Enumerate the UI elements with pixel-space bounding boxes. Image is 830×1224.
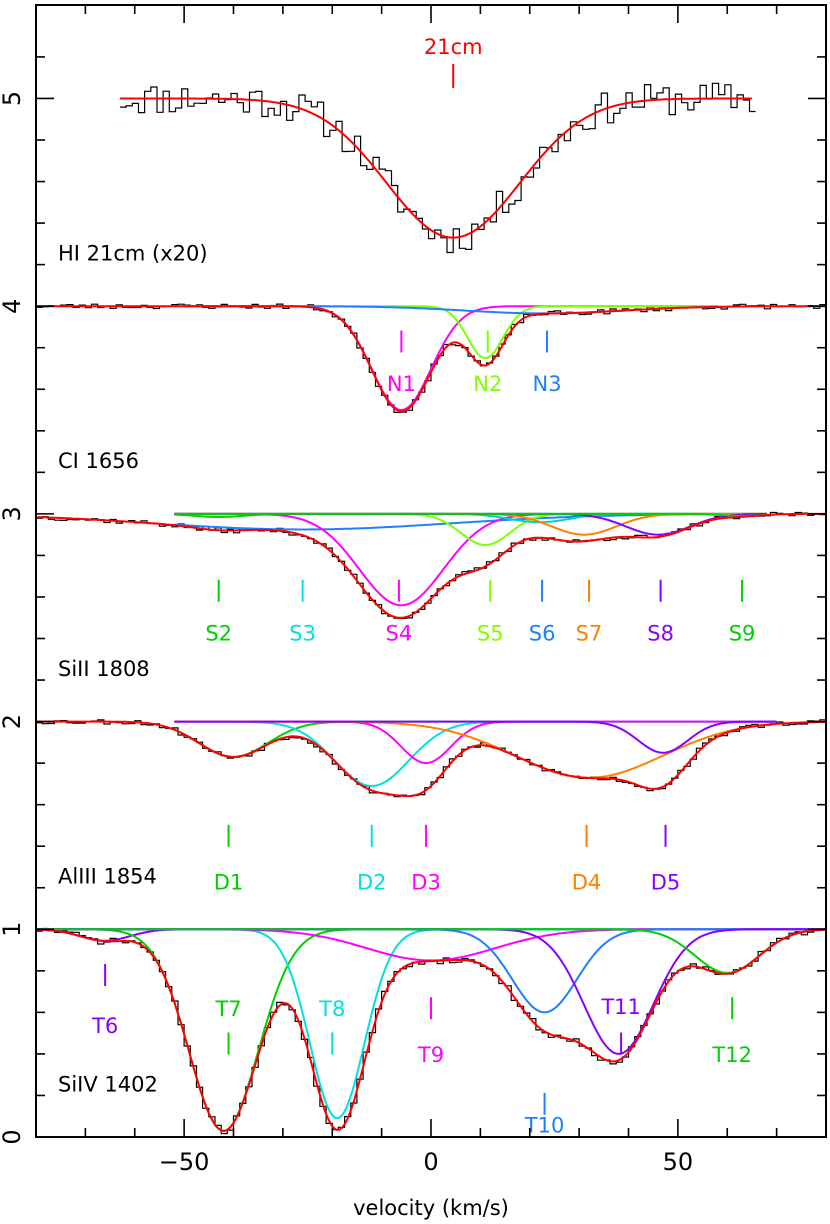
si2-component-s3: [174, 513, 767, 531]
component-label-n1: N1: [387, 372, 416, 396]
component-label-d2: D2: [357, 871, 387, 895]
si2-panel-label: SiII 1808: [58, 657, 150, 681]
ci-observed-spectrum: [36, 303, 826, 413]
y-tick-label: 0: [0, 1129, 26, 1144]
y-tick-label: 4: [0, 299, 26, 314]
axis-layer: −50 0 50 0 1 2 3 4 5: [0, 5, 827, 1176]
component-label-d1: D1: [214, 871, 244, 895]
al3-total-fit: [36, 720, 827, 798]
hi-observed-spectrum: [119, 82, 756, 254]
x-tick-label: 0: [423, 1148, 438, 1176]
x-tick-label: 50: [663, 1148, 694, 1176]
component-label-t8: T8: [318, 997, 345, 1021]
hi-total-fit: [119, 97, 752, 239]
component-label-t6: T6: [91, 1014, 118, 1038]
x-axis-label: velocity (km/s): [353, 1196, 509, 1220]
labels-layer: HI 21cm (x20) CI 1656 N1 N2 N3 SiII 1808 S2 S3 S…: [58, 35, 755, 1138]
x-tick-label: −50: [159, 1148, 210, 1176]
component-label-s7: S7: [576, 621, 603, 645]
panels-layer: [35, 82, 827, 1135]
si2-component-s9: [174, 512, 767, 517]
component-label-n3: N3: [532, 372, 561, 396]
component-label-d3: D3: [411, 871, 441, 895]
component-label-t11: T11: [600, 995, 641, 1019]
hi-panel-label: HI 21cm (x20): [58, 241, 208, 265]
al3-component-d5: [174, 720, 777, 754]
y-tick-label: 5: [0, 91, 26, 106]
component-label-s9: S9: [729, 621, 756, 645]
si4-component-t11: [36, 928, 826, 1055]
si2-observed-spectrum: [36, 511, 826, 619]
component-label-s6: S6: [529, 621, 556, 645]
y-tick-label: 3: [0, 506, 26, 521]
component-label-s8: S8: [647, 621, 674, 645]
component-label-n2: N2: [473, 372, 502, 396]
component-label-s5: S5: [477, 621, 504, 645]
si4-component-t12: [36, 928, 827, 974]
ci-total-fit: [36, 305, 826, 413]
ci-panel-label: CI 1656: [58, 449, 139, 473]
si4-total-fit: [35, 928, 827, 1132]
si4-component-t6: [35, 928, 826, 942]
component-label-t7: T7: [214, 997, 241, 1021]
y-tick-label: 2: [0, 714, 26, 729]
ci-component-n1: [184, 305, 718, 411]
component-label-s3: S3: [289, 621, 316, 645]
marker-21cm-label: 21cm: [424, 35, 483, 59]
al3-component-d2: [174, 720, 777, 787]
si2-component-s4: [174, 512, 767, 607]
y-tick-label: 1: [0, 922, 26, 937]
component-label-t12: T12: [711, 1043, 752, 1067]
component-label-s2: S2: [205, 621, 232, 645]
al3-panel-label: AlIII 1854: [58, 865, 157, 889]
component-label-s4: S4: [386, 621, 413, 645]
component-label-d5: D5: [651, 871, 681, 895]
component-label-t9: T9: [417, 1043, 444, 1067]
component-label-d4: D4: [572, 871, 602, 895]
si2-total-fit: [35, 512, 826, 619]
si4-panel-label: SiIV 1402: [58, 1072, 158, 1096]
